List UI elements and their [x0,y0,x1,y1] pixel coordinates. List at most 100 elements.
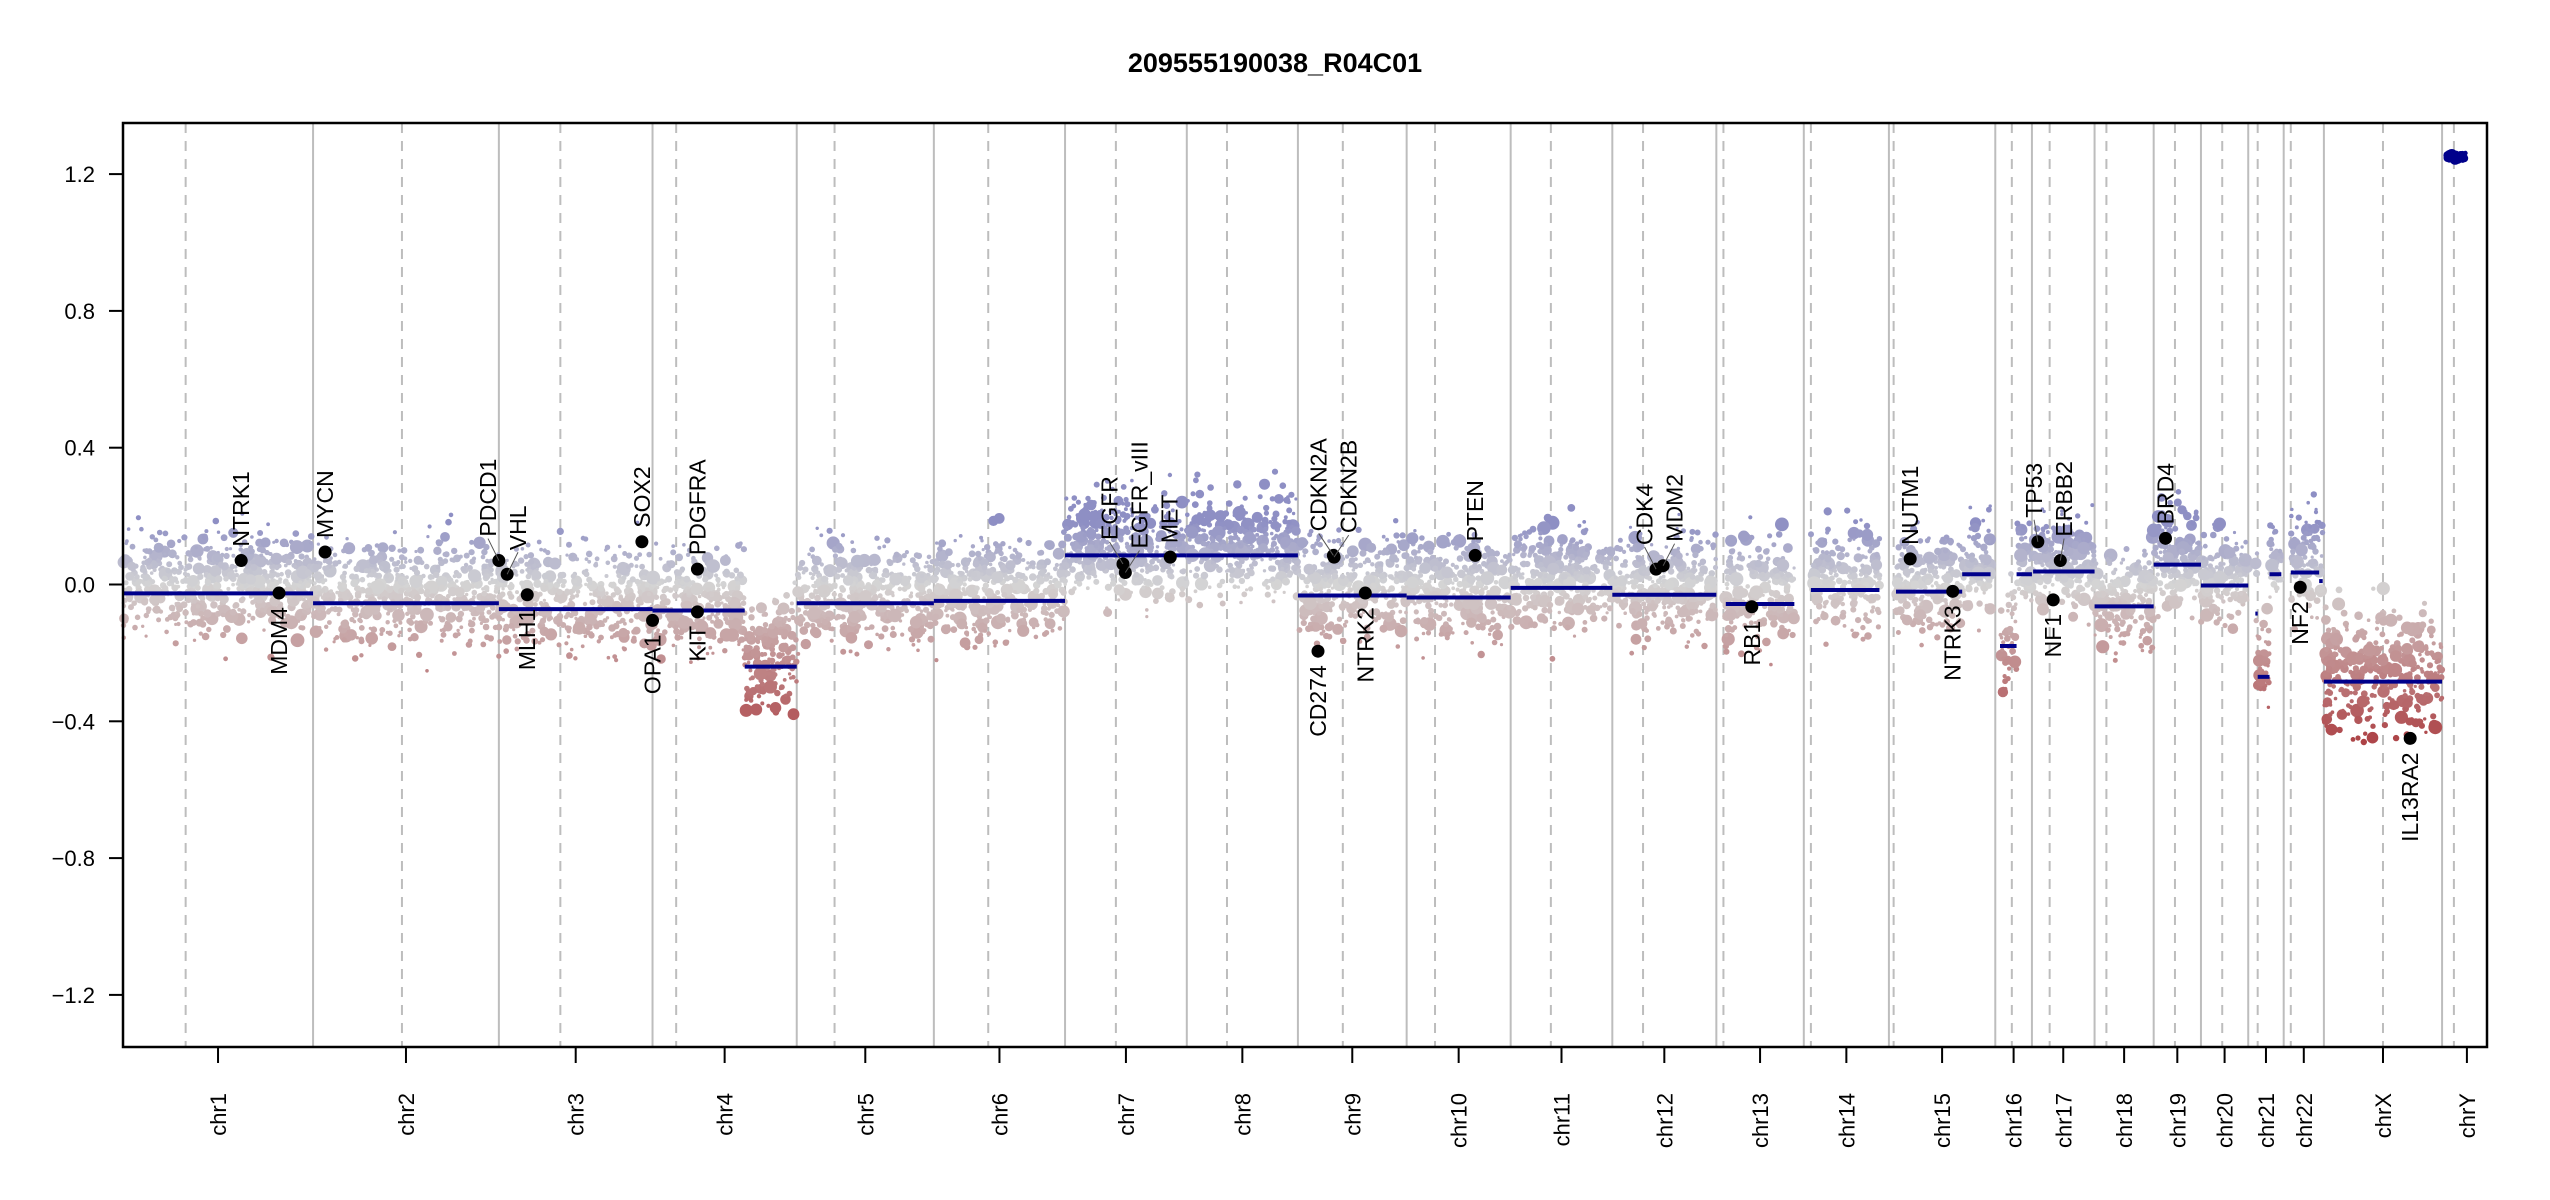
bin-point [1677,607,1688,618]
bin-point [364,587,373,596]
bin-point [275,572,281,578]
bin-point [183,567,188,572]
bin-point [1280,536,1291,548]
bin-point [741,595,746,600]
bin-point [1692,551,1699,559]
bin-point [720,601,724,605]
bin-point [496,615,503,622]
bin-point [469,627,475,634]
bin-point [220,612,226,618]
bin-point [926,554,932,560]
bin-point [678,615,691,629]
bin-point [884,537,891,544]
bin-point [1438,602,1444,608]
bin-point [573,656,578,661]
bin-point [1160,533,1167,540]
bin-point [463,562,469,568]
bin-point [880,612,885,617]
bin-point [1421,631,1426,636]
bin-point [465,592,469,597]
bin-point [1704,583,1711,590]
bin-point [1748,515,1753,520]
bin-point [1093,481,1100,488]
bin-point [864,583,872,591]
bin-point [1348,612,1354,618]
bin-point [359,653,364,658]
bin-point [782,622,786,627]
bin-point [392,609,405,622]
bin-point [1755,545,1762,553]
bin-point [1636,542,1645,551]
bin-point [1004,639,1010,645]
bin-point [1635,555,1640,560]
bin-point [150,579,155,583]
bin-point [1710,542,1717,549]
bin-point [704,593,710,599]
bin-point [248,594,253,599]
bin-point [385,620,390,625]
bin-point [926,588,933,594]
bin-point [1042,587,1050,595]
bin-point [1690,633,1695,638]
bin-point [1417,579,1424,586]
bin-point [1271,468,1279,475]
bin-point [1379,624,1388,633]
bin-point [1291,526,1301,536]
bin-point [598,634,604,641]
bin-point [1058,540,1067,549]
bin-point [1119,511,1127,518]
bin-point [1036,564,1042,570]
bin-point [336,606,343,613]
bin-point [1366,542,1377,553]
bin-point [922,606,930,613]
bin-point [324,624,329,629]
bin-point [637,589,643,595]
bin-point [965,633,969,637]
bin-point [697,636,702,642]
bin-point [646,592,652,597]
bin-point [1685,552,1689,556]
bin-point [811,628,822,639]
bin-point [226,571,236,580]
bin-point [165,567,172,574]
bin-point [1629,546,1635,553]
bin-point [1537,548,1543,555]
bin-point [655,585,660,590]
bin-point [1689,609,1696,616]
bin-point [964,569,969,574]
bin-point [1512,576,1517,580]
bin-point [1189,569,1193,574]
bin-point [702,576,709,583]
bin-point [561,578,567,585]
bin-point [168,549,177,559]
bin-point [379,566,384,571]
bin-point [1470,641,1474,645]
bin-point [675,594,680,598]
bin-point [284,581,291,588]
bin-point [250,535,254,539]
bin-point [1303,539,1309,546]
bin-point [250,559,256,565]
bin-point [1860,624,1866,631]
bin-point [615,587,621,593]
bin-point [1088,510,1099,521]
bin-point [893,551,900,558]
bin-point [516,620,522,626]
bin-point [850,547,857,554]
bin-point [1538,536,1543,541]
bin-point [1664,579,1675,590]
bin-point [301,603,306,609]
bin-point [487,635,494,642]
bin-point [859,590,872,603]
bin-point [911,571,917,577]
bin-point [320,588,326,593]
bin-point [1541,606,1548,614]
bin-point [924,580,930,586]
bin-point [855,623,861,630]
bin-point [1257,494,1263,500]
bin-point [1675,605,1681,611]
bin-point [1578,539,1584,545]
bin-point [1775,517,1789,532]
bin-point [1788,597,1792,602]
bin-point [1180,568,1187,574]
